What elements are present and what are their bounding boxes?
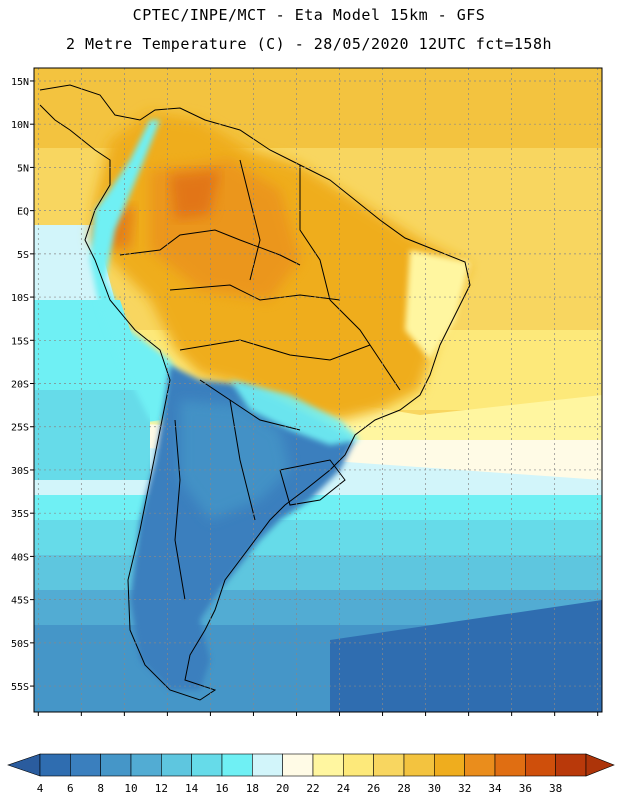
latitude-label: EQ	[17, 207, 29, 218]
latitude-label: 35S	[11, 509, 29, 520]
colorbar-label: 18	[246, 782, 259, 795]
longitude-label: 70W	[158, 719, 177, 720]
latitude-labels: 15N 10N 5N EQ 5S 10S 15S 20S 25S 30S 35S 40S 45S 50S 5…	[11, 77, 34, 693]
colorbar-label: 38	[549, 782, 562, 795]
colorbar-label: 28	[397, 782, 410, 795]
colorbar-label: 36	[519, 782, 532, 795]
latitude-label: 50S	[11, 639, 29, 650]
longitude-label: 35W	[460, 719, 479, 720]
temperature-map: 15N 10N 5N EQ 5S 10S 15S 20S 25S 30S 35S 40S 45S 50S 5…	[11, 67, 608, 720]
colorbar-swatch	[555, 753, 587, 777]
colorbar-swatch	[39, 753, 71, 777]
colorbar-swatch	[434, 753, 465, 777]
colorbar-label: 22	[306, 782, 319, 795]
longitude-label: 45W	[374, 719, 393, 720]
latitude-label: 5S	[17, 250, 29, 261]
colorbar-label: 14	[185, 782, 199, 795]
colorbar-swatch	[312, 753, 344, 777]
colorbar-high-arrow	[585, 753, 615, 777]
longitude-label: 75W	[115, 719, 134, 720]
colorbar-swatch	[525, 753, 556, 777]
colorbar-swatch	[221, 753, 253, 777]
latitude-label: 55S	[11, 682, 29, 693]
coastlines	[39, 84, 471, 701]
colorbar-label: 32	[458, 782, 471, 795]
colorbar-label: 6	[67, 782, 74, 795]
colorbar-swatch	[403, 753, 435, 777]
colorbar-label: 4	[37, 782, 44, 795]
longitude-label: 30W	[503, 719, 522, 720]
colorbar-swatch	[130, 753, 162, 777]
latitude-label: 15N	[11, 77, 29, 88]
longitude-label: 50W	[330, 719, 349, 720]
colorbar-label: 24	[337, 782, 351, 795]
colorbar-swatch	[343, 753, 374, 777]
colorbar-swatch	[464, 753, 496, 777]
colorbar-label: 34	[488, 782, 502, 795]
colorbar-low-arrow	[7, 753, 41, 777]
map-subtitle: 2 Metre Temperature (C) - 28/05/2020 12U…	[65, 35, 553, 53]
latitude-label: 40S	[11, 552, 29, 563]
colorbar: 4 6 8 10 12 14 16 18 20 22 24 26 28 30 32 34 36 38	[7, 753, 615, 795]
colorbar-swatch	[373, 753, 405, 777]
colorbar-label: 26	[367, 782, 380, 795]
latitude-label: 45S	[11, 596, 29, 607]
latitude-label: 30S	[11, 466, 29, 477]
colorbar-swatch	[191, 753, 223, 777]
latitude-label: 20S	[11, 380, 29, 391]
longitude-label: 60W	[244, 719, 263, 720]
colorbar-label: 30	[428, 782, 441, 795]
temperature-field	[34, 68, 602, 712]
map-title: CPTEC/INPE/MCT - Eta Model 15km - GFS	[132, 6, 486, 24]
longitude-labels: 85W 80W 75W 70W 65W 60W 55W 50W 45W 40W 35W 30W 25W 2…	[29, 712, 608, 720]
longitude-label: 20W	[589, 719, 608, 720]
colorbar-swatch	[252, 753, 283, 777]
longitude-label: 55W	[287, 719, 306, 720]
colorbar-label: 20	[276, 782, 289, 795]
latitude-label: 5N	[17, 163, 29, 174]
longitude-label: 85W	[29, 719, 48, 720]
grid-lines	[34, 68, 602, 712]
latitude-label: 15S	[11, 336, 29, 347]
longitude-label: 25W	[546, 719, 565, 720]
colorbar-swatch	[494, 753, 526, 777]
colorbar-swatch	[282, 753, 314, 777]
colorbar-label: 10	[124, 782, 137, 795]
colorbar-label: 16	[215, 782, 228, 795]
map-frame	[33, 67, 603, 713]
longitude-label: 65W	[201, 719, 220, 720]
longitude-label: 40W	[417, 719, 436, 720]
colorbar-swatch	[100, 753, 132, 777]
colorbar-swatch	[161, 753, 192, 777]
longitude-label: 80W	[72, 719, 91, 720]
latitude-label: 10N	[11, 120, 29, 131]
colorbar-swatch	[70, 753, 101, 777]
colorbar-label: 12	[155, 782, 168, 795]
latitude-label: 25S	[11, 423, 29, 434]
latitude-label: 10S	[11, 293, 29, 304]
colorbar-label: 8	[97, 782, 104, 795]
